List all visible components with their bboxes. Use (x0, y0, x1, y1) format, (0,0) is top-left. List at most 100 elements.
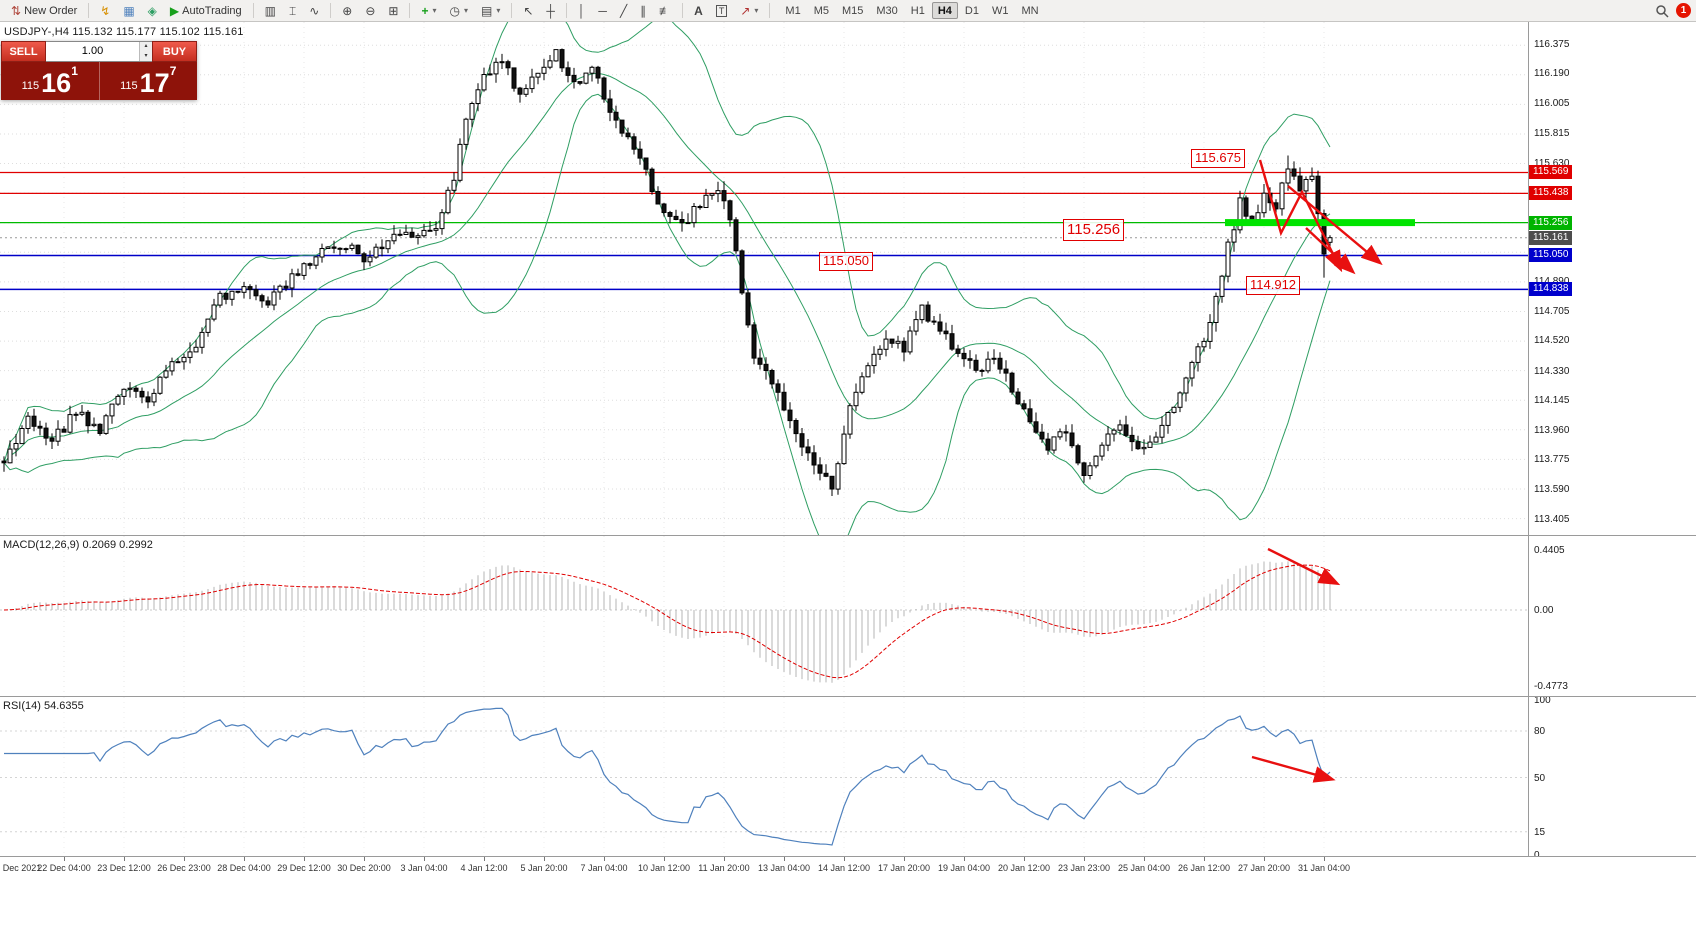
line-chart-button[interactable]: ∿ (303, 2, 325, 20)
time-axis-label: 3 Jan 04:00 (400, 863, 448, 873)
macd-panel[interactable]: MACD(12,26,9) 0.2069 0.2992 (0, 536, 1528, 695)
price-axis-label: 113.405 (1534, 514, 1570, 525)
vertical-line-icon: │ (577, 3, 586, 18)
lightning-icon: ↯ (100, 3, 111, 18)
templates-button[interactable]: ▤ ▾ (475, 2, 506, 20)
candlestick-chart-button[interactable]: ⌶ (283, 2, 302, 20)
price-axis-label: 114.330 (1534, 366, 1570, 377)
new-order-icon: ⇅ (11, 3, 22, 18)
chevron-down-icon: ▾ (432, 5, 437, 15)
price-annotation[interactable]: 114.912 (1246, 276, 1301, 295)
tile-windows-button[interactable]: ⊞ (382, 2, 404, 20)
price-axis[interactable]: 116.375 116.190 116.005 115.815 115.630 114.8… (1528, 22, 1696, 861)
new-order-label: New Order (24, 4, 78, 17)
timeframe-m30[interactable]: M30 (870, 2, 903, 19)
cursor-button[interactable]: ↖ (517, 2, 539, 20)
volume-up-button[interactable]: ▴ (140, 42, 152, 52)
price-annotation[interactable]: 115.256 (1063, 219, 1125, 241)
charts-button[interactable]: ▦ (117, 2, 140, 20)
buy-price-prefix: 115 (120, 80, 138, 92)
autotrading-button[interactable]: ▶ AutoTrading (164, 2, 248, 20)
volume-control[interactable]: 1.00 ▴ ▾ (46, 41, 152, 62)
arrows-tool-button[interactable]: ↗ ▾ (734, 2, 764, 20)
text-icon: A (694, 3, 703, 18)
volume-down-button[interactable]: ▾ (140, 51, 152, 61)
horizontal-line-icon: ─ (598, 3, 607, 18)
time-axis-label: 27 Jan 20:00 (1237, 863, 1291, 873)
toolbar-separator (409, 3, 411, 18)
bar-chart-button[interactable]: ▥ (259, 2, 282, 20)
text-label-button[interactable]: T (710, 2, 734, 20)
price-chart-canvas[interactable] (0, 22, 1528, 535)
rsi-label: RSI(14) 54.6355 (3, 700, 84, 712)
time-axis[interactable]: Dec 2021 22 Dec 04:00 23 Dec 12:00 26 Dec 2… (0, 856, 1696, 880)
crosshair-button[interactable]: ┼ (540, 2, 561, 20)
sell-button[interactable]: SELL (1, 41, 46, 62)
timeframe-mn[interactable]: MN (1015, 2, 1044, 19)
sell-price: 115 16 1 (1, 62, 100, 100)
buy-price-big: 17 (139, 68, 170, 98)
channel-button[interactable]: ∥ (634, 2, 652, 20)
price-tag: 115.050 (1529, 248, 1573, 262)
price-axis-label: 114.520 (1534, 335, 1570, 346)
tile-windows-icon: ⊞ (388, 3, 399, 18)
zoom-out-button[interactable]: ⊖ (359, 2, 381, 20)
time-axis-label: 26 Dec 23:00 (157, 863, 211, 873)
time-axis-label: 31 Jan 04:00 (1297, 863, 1351, 873)
timeframe-w1[interactable]: W1 (986, 2, 1015, 19)
label-icon: T (715, 4, 728, 17)
zoom-in-button[interactable]: ⊕ (336, 2, 358, 20)
main-toolbar: ⇅ New Order ↯ ▦ ◈ ▶ AutoTrading ▥ ⌶ ∿ ⊕ … (0, 0, 1696, 22)
cursor-icon: ↖ (523, 3, 534, 18)
timeframe-m15[interactable]: M15 (836, 2, 869, 19)
chevron-down-icon: ▾ (463, 5, 468, 15)
chevron-down-icon: ▾ (496, 5, 501, 15)
new-chart-button[interactable]: + ▾ (415, 2, 442, 20)
text-tool-button[interactable]: A (688, 2, 709, 20)
price-annotation[interactable]: 115.050 (819, 252, 874, 271)
price-tag: 115.569 (1529, 165, 1573, 179)
play-icon: ▶ (169, 3, 180, 18)
time-axis-label: 22 Dec 04:00 (37, 863, 91, 873)
data-window-button[interactable]: ◈ (142, 2, 163, 20)
buy-button[interactable]: BUY (152, 41, 197, 62)
algo-trading-button[interactable]: ↯ (94, 2, 116, 20)
rsi-panel[interactable]: RSI(14) 54.6355 (0, 697, 1528, 855)
timeframe-h4[interactable]: H4 (931, 2, 958, 19)
volume-input[interactable]: 1.00 (81, 45, 104, 57)
time-tick (964, 857, 965, 861)
sell-price-prefix: 115 (21, 80, 40, 92)
search-icon[interactable] (1655, 4, 1669, 18)
toolbar-separator (565, 3, 567, 18)
buy-price-sup: 7 (169, 64, 177, 78)
timeframe-m1[interactable]: M1 (779, 2, 806, 19)
period-button[interactable]: ◷ ▾ (443, 2, 474, 20)
timeframe-h1[interactable]: H1 (905, 2, 931, 19)
time-tick (484, 857, 485, 861)
time-axis-label: 10 Jan 12:00 (637, 863, 691, 873)
macd-axis-label: 0.4405 (1534, 545, 1565, 556)
rsi-canvas[interactable] (0, 697, 1528, 855)
fibonacci-button[interactable]: ≢ (653, 2, 677, 20)
notification-badge[interactable]: 1 (1676, 3, 1691, 18)
price-annotation[interactable]: 115.675 (1191, 149, 1246, 168)
price-axis-label: 113.775 (1534, 454, 1570, 465)
trendline-button[interactable]: ╱ (614, 2, 633, 20)
timeframe-d1[interactable]: D1 (959, 2, 985, 19)
zoom-out-icon: ⊖ (365, 3, 376, 18)
macd-values: 0.2069 0.2992 (82, 539, 153, 551)
price-tag: 115.161 (1529, 231, 1573, 245)
rsi-name: RSI(14) (3, 700, 41, 712)
new-order-button[interactable]: ⇅ New Order (5, 2, 83, 20)
macd-canvas[interactable] (0, 536, 1528, 695)
chevron-down-icon: ▾ (754, 5, 759, 15)
time-tick (1144, 857, 1145, 861)
time-axis-label: 20 Jan 12:00 (997, 863, 1051, 873)
time-tick (604, 857, 605, 861)
vertical-line-button[interactable]: │ (572, 2, 592, 20)
timeframe-m5[interactable]: M5 (808, 2, 835, 19)
horizontal-line-button[interactable]: ─ (592, 2, 613, 20)
time-axis-label: 5 Jan 20:00 (520, 863, 568, 873)
rsi-value: 54.6355 (43, 700, 84, 712)
